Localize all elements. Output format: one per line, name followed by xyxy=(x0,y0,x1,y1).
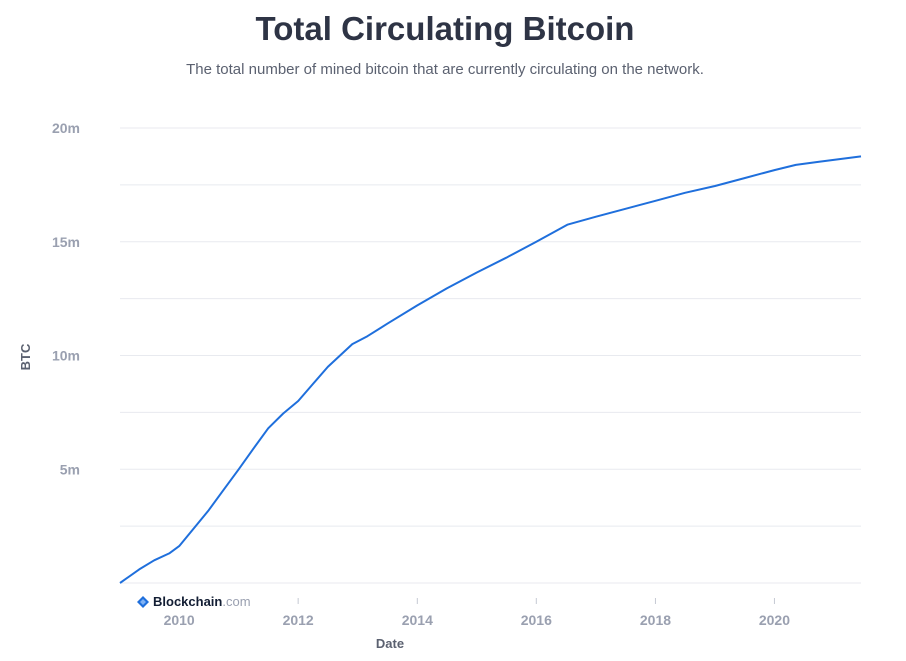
x-tick-label: 2010 xyxy=(164,612,195,628)
y-tick-label: 10m xyxy=(52,348,80,364)
y-axis-title: BTC xyxy=(18,343,33,370)
y-tick-label: 20m xyxy=(52,120,80,136)
brand-domain: .com xyxy=(222,594,251,609)
chart-subtitle: The total number of mined bitcoin that a… xyxy=(186,61,704,78)
x-tick-label: 2018 xyxy=(640,612,671,628)
y-tick-label: 5m xyxy=(60,461,80,477)
x-axis-title: Date xyxy=(376,636,404,651)
x-axis-ticks: 2010 2012 2014 2016 2018 2020 xyxy=(164,598,790,628)
chart-title: Total Circulating Bitcoin xyxy=(255,10,635,47)
y-tick-label: 15m xyxy=(52,234,80,250)
x-tick-label: 2020 xyxy=(759,612,790,628)
y-axis-ticks: 5m 10m 15m 20m xyxy=(52,120,80,477)
blockchain-logo-icon xyxy=(137,595,149,608)
x-tick-label: 2014 xyxy=(402,612,433,628)
brand-name: Blockchain xyxy=(153,594,223,609)
x-tick-label: 2016 xyxy=(521,612,552,628)
series-layer xyxy=(119,155,862,584)
series-line xyxy=(119,155,862,584)
grid-lines xyxy=(120,127,861,584)
brand-logo: Blockchain .com xyxy=(137,594,251,609)
x-tick-label: 2012 xyxy=(283,612,314,628)
